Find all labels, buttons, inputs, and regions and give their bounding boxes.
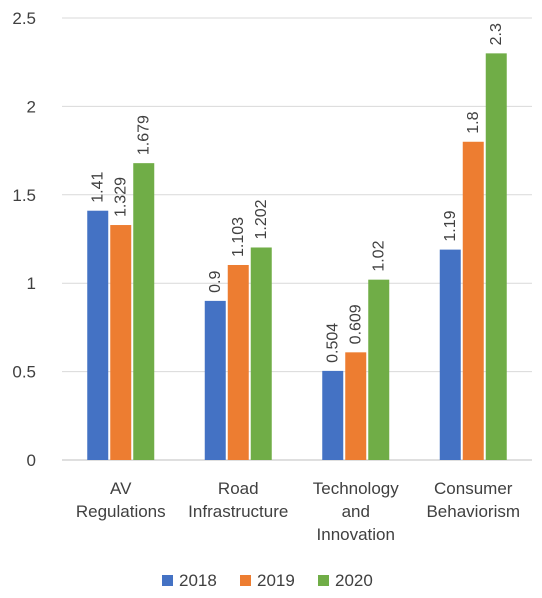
bar-technology-and-innovation-2019: [345, 352, 367, 460]
y-axis-tick-labels: 0 0.5 1 1.5 2 2.5: [12, 9, 36, 470]
data-label-av-regulations-2018: 1.41: [90, 171, 107, 202]
bar-consumer-behaviorism-2018: [439, 249, 461, 460]
bar-technology-and-innovation-2020: [368, 279, 390, 460]
category-label-technology-and-innovation-line-3: Innovation: [317, 525, 395, 544]
y-tick-label-1-5: 1.5: [12, 186, 36, 205]
data-label-av-regulations-2019: 1.329: [113, 177, 130, 217]
x-axis-category-labels: AV Regulations Road Infrastructure Technolog…: [76, 479, 520, 544]
category-label-technology-and-innovation-line-1: Technology: [313, 479, 400, 498]
bar-road-infrastructure-2019: [227, 264, 249, 460]
data-label-consumer-behaviorism-2018: 1.19: [442, 210, 459, 241]
legend-swatch-2020: [318, 575, 329, 586]
data-label-technology-and-innovation-2020: 1.02: [371, 240, 388, 271]
category-label-av-regulations-line-2: Regulations: [76, 502, 166, 521]
data-label-consumer-behaviorism-2020: 2.3: [488, 23, 505, 45]
data-label-technology-and-innovation-2018: 0.504: [325, 323, 342, 363]
data-label-av-regulations-2020: 1.679: [136, 115, 153, 155]
legend-swatch-2018: [162, 575, 173, 586]
data-label-road-infrastructure-2020: 1.202: [253, 199, 270, 239]
bar-consumer-behaviorism-2020: [485, 53, 507, 461]
bar-technology-and-innovation-2018: [322, 370, 344, 460]
legend-label-2020: 2020: [335, 571, 373, 590]
bars: [87, 53, 507, 461]
bar-road-infrastructure-2020: [250, 247, 272, 460]
data-label-road-infrastructure-2019: 1.103: [230, 217, 247, 257]
bar-av-regulations-2019: [110, 225, 132, 460]
y-tick-label-1: 1: [27, 274, 36, 293]
category-label-consumer-behaviorism-line-1: Consumer: [434, 479, 513, 498]
legend-swatch-2019: [240, 575, 251, 586]
bar-road-infrastructure-2018: [204, 300, 226, 460]
data-label-consumer-behaviorism-2019: 1.8: [465, 111, 482, 133]
data-label-road-infrastructure-2018: 0.9: [207, 271, 224, 293]
data-labels: 1.41 1.329 1.679 0.9 1.103 1.202 0.504 0.609 1.0…: [90, 23, 506, 363]
data-label-technology-and-innovation-2019: 0.609: [348, 304, 365, 344]
y-tick-label-2: 2: [27, 97, 36, 116]
bar-consumer-behaviorism-2019: [462, 141, 484, 460]
grid-lines: [62, 17, 532, 461]
category-label-consumer-behaviorism-line-2: Behaviorism: [426, 502, 520, 521]
category-label-road-infrastructure-line-2: Infrastructure: [188, 502, 288, 521]
category-label-technology-and-innovation-line-2: and: [342, 502, 370, 521]
bar-av-regulations-2020: [133, 163, 155, 460]
category-label-av-regulations-line-1: AV: [110, 479, 132, 498]
y-tick-label-2-5: 2.5: [12, 9, 36, 28]
legend: 2018 2019 2020: [162, 571, 373, 590]
y-tick-label-0: 0: [27, 451, 36, 470]
bar-av-regulations-2018: [87, 210, 109, 460]
legend-label-2019: 2019: [257, 571, 295, 590]
legend-label-2018: 2018: [179, 571, 217, 590]
category-label-road-infrastructure-line-1: Road: [218, 479, 259, 498]
y-tick-label-0-5: 0.5: [12, 363, 36, 382]
